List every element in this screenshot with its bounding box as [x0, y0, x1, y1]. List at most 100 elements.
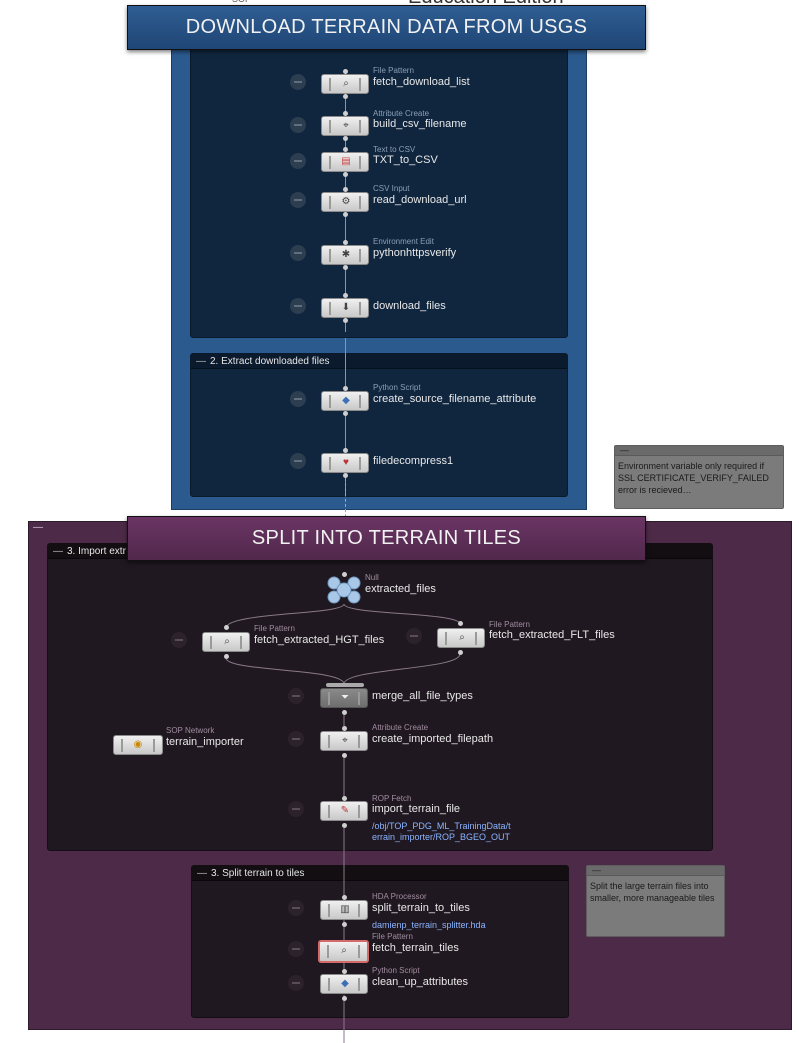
node-pythonhttpsverify[interactable]: ✱ [321, 245, 369, 265]
node-type-label: Python Script [372, 966, 420, 975]
bypass-flag-icon[interactable] [290, 391, 306, 407]
collapse-icon[interactable]: — [33, 522, 43, 533]
output-port[interactable] [342, 710, 347, 715]
bypass-flag-icon[interactable] [288, 900, 304, 916]
node-fetch-extracted-flt-files[interactable]: ⌕ [437, 628, 485, 648]
bypass-flag-icon[interactable] [288, 975, 304, 991]
output-port[interactable] [343, 473, 348, 478]
node-name-label: terrain_importer [166, 736, 244, 748]
input-port[interactable] [342, 796, 347, 801]
collapse-icon[interactable]: — [196, 356, 206, 367]
node-type-label: Text to CSV [373, 145, 416, 154]
output-port[interactable] [342, 823, 347, 828]
python-icon: ◆ [341, 978, 349, 989]
subnet-title: 3. Import extr [67, 546, 126, 557]
output-port[interactable] [343, 172, 348, 177]
input-port[interactable] [343, 240, 348, 245]
input-port[interactable] [342, 572, 347, 577]
collapse-icon[interactable]: — [53, 546, 63, 557]
node-clean-up-attributes[interactable]: ◆ [320, 974, 368, 994]
subnet-split[interactable]: — 3. Split terrain to tiles [191, 865, 569, 1018]
network-box-title[interactable]: DOWNLOAD TERRAIN DATA FROM USGS [127, 5, 646, 50]
input-port[interactable] [343, 111, 348, 116]
node-name-label: fetch_download_list [373, 76, 470, 88]
input-port[interactable] [224, 625, 229, 630]
node-type-label: Environment Edit [373, 237, 434, 246]
input-port[interactable] [342, 895, 347, 900]
node-create-imported-filepath[interactable]: ⌖ [320, 731, 368, 751]
bypass-flag-icon[interactable] [406, 628, 422, 644]
bypass-flag-icon[interactable] [290, 74, 306, 90]
node-create-source-filename-attribute[interactable]: ◆ [321, 391, 369, 411]
input-port[interactable] [343, 386, 348, 391]
bypass-flag-icon[interactable] [290, 453, 306, 469]
collapse-icon[interactable]: — [592, 865, 601, 875]
node-txt-to-csv[interactable]: ▤ [321, 152, 369, 172]
input-port[interactable] [343, 147, 348, 152]
node-type-label: CSV Input [373, 184, 410, 193]
bypass-flag-icon[interactable] [288, 941, 304, 957]
node-merge-all-file-types[interactable]: ⏷ [320, 688, 368, 708]
bypass-flag-icon[interactable] [171, 632, 187, 648]
collapse-icon[interactable]: — [620, 445, 629, 455]
bypass-flag-icon[interactable] [288, 688, 304, 704]
sticky-note-text: Environment variable only required if SS… [618, 461, 769, 495]
output-port[interactable] [343, 212, 348, 217]
input-port[interactable] [343, 187, 348, 192]
sticky-note-split[interactable]: — Split the large terrain files into sma… [586, 865, 725, 937]
bypass-flag-icon[interactable] [290, 153, 306, 169]
subnet-download[interactable] [190, 44, 568, 338]
node-fetch-terrain-tiles[interactable]: ⌕ [318, 940, 369, 963]
node-download-files[interactable]: ⬇ [321, 298, 369, 318]
subnet-extract[interactable]: — 2. Extract downloaded files [190, 353, 568, 497]
input-port[interactable] [342, 726, 347, 731]
node-read-download-url[interactable]: ⚙ [321, 192, 369, 212]
node-hda-path-label: damienp_terrain_splitter.hda [372, 920, 486, 930]
node-name-label: clean_up_attributes [372, 976, 469, 988]
output-port[interactable] [343, 136, 348, 141]
output-port[interactable] [343, 411, 348, 416]
output-port[interactable] [342, 922, 347, 927]
node-fetch-extracted-hgt-files[interactable]: ⌕ [202, 632, 250, 652]
file-pattern-icon: ⌕ [341, 945, 347, 956]
output-port[interactable] [458, 650, 463, 655]
bypass-flag-icon[interactable] [290, 117, 306, 133]
node-name-label: merge_all_file_types [372, 690, 473, 702]
node-name-label: create_source_filename_attribute [373, 393, 537, 405]
output-port[interactable] [343, 265, 348, 270]
node-build-csv-filename[interactable]: ⌖ [321, 116, 369, 136]
input-port[interactable] [343, 448, 348, 453]
clipped-label-right: Education Edition [408, 0, 564, 9]
input-port[interactable] [342, 969, 347, 974]
collapse-icon[interactable]: — [197, 868, 207, 879]
merge-input-bar[interactable] [326, 683, 364, 687]
node-name-label: filedecompress1 [373, 455, 454, 467]
network-box-title[interactable]: SPLIT INTO TERRAIN TILES [127, 516, 646, 561]
bypass-flag-icon[interactable] [288, 731, 304, 747]
output-port[interactable] [343, 318, 348, 323]
sticky-note-ssl[interactable]: — Environment variable only required if … [614, 445, 784, 509]
node-type-label: ROP Fetch [372, 794, 412, 803]
file-pattern-icon: ⌕ [343, 78, 349, 89]
output-port[interactable] [342, 996, 347, 1001]
node-name-label: create_imported_filepath [372, 733, 494, 745]
input-port[interactable] [458, 621, 463, 626]
node-type-label: Attribute Create [373, 109, 430, 118]
output-port[interactable] [224, 654, 229, 659]
sop-network-icon: ◉ [133, 739, 143, 750]
node-extracted-files[interactable] [326, 576, 362, 604]
output-port[interactable] [343, 94, 348, 99]
node-filedecompress1[interactable]: ♥ [321, 453, 369, 473]
bypass-flag-icon[interactable] [290, 192, 306, 208]
bypass-flag-icon[interactable] [290, 245, 306, 261]
bypass-flag-icon[interactable] [288, 801, 304, 817]
node-split-terrain-to-tiles[interactable]: ▥ [320, 900, 368, 920]
node-import-terrain-file[interactable]: ✎ [320, 801, 368, 821]
output-port[interactable] [342, 753, 347, 758]
node-terrain-importer[interactable]: ◉ [113, 735, 163, 755]
node-fetch-download-list[interactable]: ⌕ [321, 74, 369, 94]
input-port[interactable] [343, 293, 348, 298]
bypass-flag-icon[interactable] [290, 298, 306, 314]
input-port[interactable] [343, 69, 348, 74]
node-name-label: split_terrain_to_tiles [372, 902, 470, 914]
